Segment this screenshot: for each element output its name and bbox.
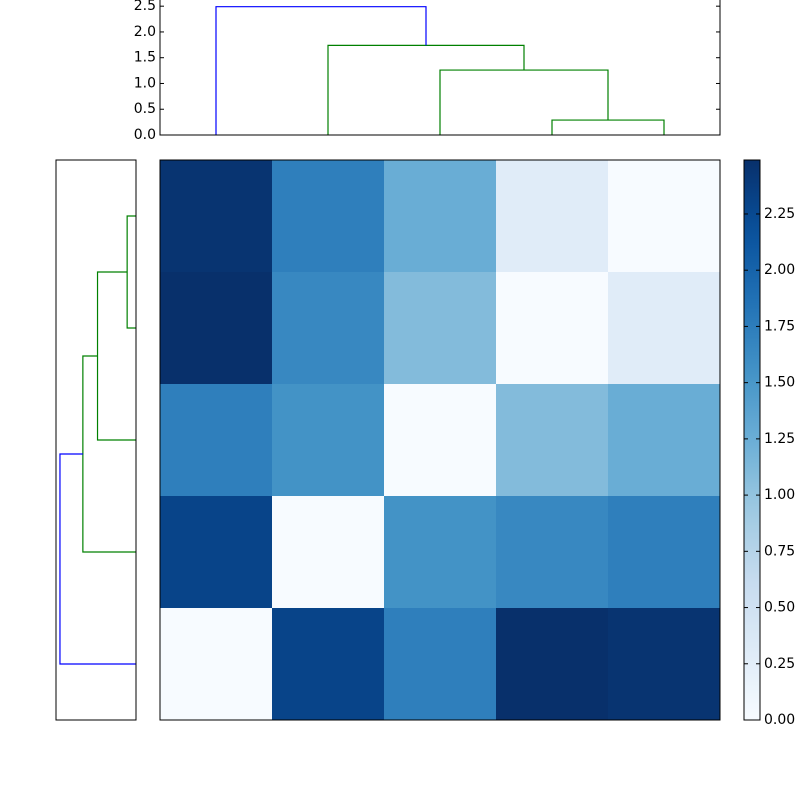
- heatmap-cell: [384, 384, 497, 497]
- heatmap-cell: [608, 608, 721, 721]
- colorbar-tick-label: 0.50: [764, 600, 795, 616]
- dendrogram-link: [215, 6, 427, 135]
- colorbar: [743, 159, 761, 721]
- dendrogram-link: [327, 44, 525, 135]
- colorbar-tick-label: 1.25: [764, 431, 795, 447]
- y-tick-label: 0.5: [134, 101, 156, 117]
- y-tick-label: 0.0: [134, 127, 156, 143]
- heatmap-cell: [608, 496, 721, 609]
- colorbar-tick-label: 1.00: [764, 487, 795, 503]
- heatmap-cell: [384, 608, 497, 721]
- heatmap-cell: [160, 272, 273, 385]
- heatmap-cell: [272, 608, 385, 721]
- heatmap-cell: [160, 160, 273, 273]
- dendrogram-link: [82, 355, 136, 553]
- heatmap-cell: [384, 160, 497, 273]
- dendrogram-link: [439, 69, 609, 135]
- heatmap-cell: [272, 384, 385, 497]
- heatmap-cell: [496, 384, 609, 497]
- colorbar-tick-label: 0.75: [764, 543, 795, 559]
- y-tick-label: 1.0: [134, 75, 156, 91]
- colorbar-tick-label: 1.75: [764, 318, 795, 334]
- dendrogram-link: [96, 271, 136, 441]
- heatmap-cell: [608, 160, 721, 273]
- dendrogram-link: [126, 215, 136, 329]
- colorbar-tick-label: 0.25: [764, 656, 795, 672]
- colorbar-tick-label: 0.00: [764, 712, 795, 728]
- heatmap-cell: [608, 272, 721, 385]
- dendrogram-frame: [55, 159, 137, 721]
- colorbar-tick-label: 2.00: [764, 262, 795, 278]
- heatmap-cell: [496, 272, 609, 385]
- heatmap-frame: [159, 159, 721, 721]
- colorbar-tick-label: 2.25: [764, 206, 795, 222]
- heatmap-cell: [272, 160, 385, 273]
- dendrogram-link: [551, 119, 665, 135]
- y-tick-label: 2.5: [134, 0, 156, 14]
- heatmap-cell: [160, 384, 273, 497]
- heatmap-cell: [496, 160, 609, 273]
- heatmap-cell: [496, 608, 609, 721]
- dendrogram-frame: [159, 0, 721, 136]
- heatmap-cell: [160, 608, 273, 721]
- heatmap-cell: [272, 496, 385, 609]
- y-tick-label: 2.0: [134, 24, 156, 40]
- colorbar-tick-label: 1.50: [764, 375, 795, 391]
- heatmap-cell: [608, 384, 721, 497]
- heatmap-cell: [384, 496, 497, 609]
- heatmap-cell: [272, 272, 385, 385]
- heatmap-cell: [384, 272, 497, 385]
- y-tick-label: 1.5: [134, 50, 156, 66]
- dendrogram-link: [59, 453, 136, 665]
- heatmap-cell: [160, 496, 273, 609]
- heatmap-cell: [496, 496, 609, 609]
